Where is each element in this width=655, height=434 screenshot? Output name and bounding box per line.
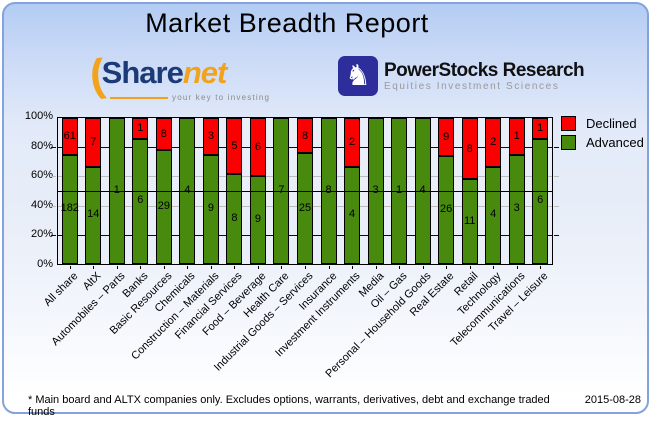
advanced-value-label: 182	[60, 202, 79, 215]
advanced-value-label: 25	[298, 201, 312, 214]
bar-Banks	[132, 118, 149, 264]
powerstocks-logo: ♞ PowerStocks Research Equities Investme…	[338, 56, 585, 96]
bar-Food – Beverage	[249, 118, 266, 264]
declined-value-label: 7	[90, 136, 97, 149]
declined-value-label: 1	[137, 122, 144, 135]
knight-chess-piece-icon: ♞	[338, 56, 378, 96]
declined-value-label: 3	[207, 130, 214, 143]
bar-Real Estate	[438, 118, 455, 264]
advanced-value-label: 1	[396, 184, 403, 196]
declined-value-label: 8	[466, 142, 473, 155]
chart-legend: Declined Advanced	[561, 116, 644, 154]
advanced-value-label: 4	[184, 184, 191, 196]
advanced-value-label: 14	[87, 208, 100, 221]
advanced-value-label: 11	[463, 214, 476, 227]
advanced-value-label: 29	[157, 199, 170, 212]
bar-All share	[61, 118, 78, 264]
sharenet-tagline: your key to investing	[172, 93, 271, 102]
advanced-segment	[249, 176, 266, 264]
fifty-percent-line	[58, 191, 552, 192]
advanced-value-label: 6	[137, 194, 144, 207]
declined-value-label: 9	[443, 130, 450, 143]
footnote: * Main board and ALTX companies only. Ex…	[28, 394, 550, 418]
declined-value-label: 2	[490, 136, 497, 149]
knight-glyph: ♞	[345, 59, 371, 92]
declined-value-label: 6	[254, 141, 261, 154]
bar-Travel – Leisure	[532, 118, 549, 264]
declined-value-label: 5	[231, 140, 238, 153]
declined-value-label: 1	[513, 130, 520, 143]
advanced-segment	[155, 149, 172, 264]
advanced-segment	[461, 179, 478, 264]
advanced-segment	[438, 155, 455, 264]
sharenet-wordmark-net: net	[182, 55, 227, 90]
advanced-segment	[532, 138, 549, 264]
sharenet-logo: ( Share net your key to investing	[87, 50, 271, 102]
advanced-value-label: 3	[372, 184, 379, 196]
declined-swatch	[561, 116, 576, 131]
advanced-value-label: 3	[513, 202, 520, 215]
declined-segment	[297, 118, 313, 154]
declined-value-label: 61	[63, 130, 76, 143]
powerstocks-name: PowerStocks Research	[384, 60, 585, 81]
advanced-segment	[226, 174, 243, 264]
declined-value-label: 2	[348, 136, 356, 149]
bar-Industrial Goods – Services	[297, 118, 313, 264]
declined-segment	[202, 118, 219, 155]
declined-value-label: 1	[537, 122, 544, 135]
sharenet-underline	[110, 96, 168, 99]
advanced-value-label: 4	[348, 208, 356, 221]
bar-Telecommunications	[508, 118, 525, 264]
advanced-value-label: 4	[419, 184, 426, 196]
advanced-value-label: 9	[207, 202, 214, 215]
advanced-value-label: 1	[113, 184, 120, 196]
chart-plot-area: 61 182 7 14 1 1 6 8 29 4 3 9 5 8 6 9 7 8 25 8 2 4 3 1 4 9 26 8 11 2 4 1…	[57, 117, 553, 265]
legend-item-advanced: Advanced	[561, 135, 644, 150]
advanced-value-label: 7	[278, 184, 285, 196]
declined-segment	[249, 118, 266, 177]
legend-label-advanced: Advanced	[586, 135, 644, 150]
report-date: 2015-08-28	[584, 394, 641, 406]
declined-segment	[344, 118, 361, 167]
advanced-value-label: 8	[325, 184, 332, 196]
advanced-value-label: 26	[440, 202, 453, 215]
advanced-segment	[61, 154, 78, 264]
powerstocks-subtitle: Equities Investment Sciences	[384, 81, 560, 92]
declined-segment	[61, 118, 78, 155]
advanced-segment	[297, 153, 313, 264]
declined-segment	[155, 118, 172, 150]
report-footer: * Main board and ALTX companies only. Ex…	[28, 394, 641, 418]
advanced-value-label: 8	[231, 212, 238, 225]
declined-segment	[85, 118, 102, 167]
declined-segment	[226, 118, 243, 175]
bar-Financial Services	[226, 118, 243, 264]
advanced-value-label: 4	[490, 208, 497, 221]
sharenet-wordmark-share: Share	[101, 55, 184, 90]
bar-Construction – Materials	[202, 118, 219, 264]
bar-Basic Resources	[155, 118, 172, 264]
declined-segment	[485, 118, 502, 167]
declined-segment	[508, 118, 525, 155]
declined-segment	[461, 118, 478, 180]
advanced-swatch	[561, 135, 576, 150]
declined-value-label: 8	[301, 129, 309, 142]
report-title: Market Breadth Report	[145, 8, 429, 38]
legend-item-declined: Declined	[561, 116, 644, 131]
advanced-segment	[132, 138, 149, 264]
advanced-value-label: 9	[254, 213, 261, 226]
advanced-segment	[508, 154, 525, 264]
advanced-value-label: 6	[537, 194, 544, 207]
bar-Retail	[461, 118, 478, 264]
advanced-segment	[202, 154, 219, 264]
declined-segment	[532, 118, 549, 139]
legend-label-declined: Declined	[586, 116, 637, 131]
declined-segment	[132, 118, 149, 139]
declined-value-label: 8	[160, 127, 167, 140]
declined-segment	[438, 118, 455, 156]
